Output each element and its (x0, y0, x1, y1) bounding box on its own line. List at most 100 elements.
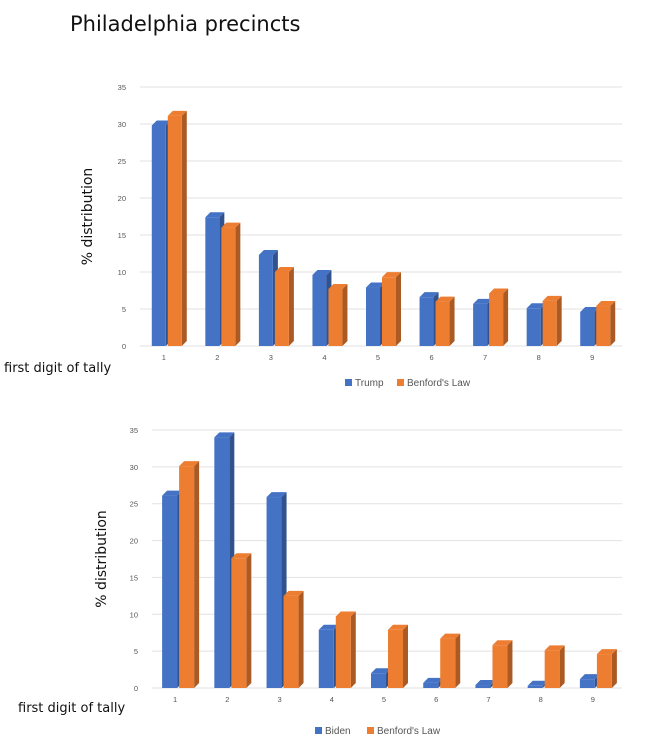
y-tick-label: 35 (118, 83, 126, 92)
bar-top (382, 272, 401, 278)
bar-front (419, 297, 434, 346)
benford-bar (274, 267, 294, 346)
bar-front (371, 673, 386, 688)
legend-item: Trump (345, 378, 384, 389)
y-tick-label: 30 (130, 463, 138, 472)
benford-bar (440, 633, 461, 688)
benford-bar (221, 222, 241, 346)
bar-front (544, 650, 560, 688)
y-tick-label: 10 (118, 268, 126, 277)
bar-side (194, 461, 200, 688)
benford-bar (179, 461, 200, 688)
trump-chart: 0 5 10 15 20 25 30 35 1 2 3 4 5 6 7 8 9 % distribution fir… (4, 83, 622, 389)
bar-front (423, 682, 439, 688)
bar-top (179, 461, 200, 467)
bar-top (596, 301, 616, 307)
bar-top (312, 269, 332, 275)
bar-side (611, 649, 617, 688)
bar-front (388, 629, 403, 688)
bar-top (492, 640, 513, 646)
y-tick-label: 30 (118, 120, 126, 129)
bar-top (283, 590, 304, 596)
bar-front (596, 306, 611, 346)
bar-front (151, 125, 166, 346)
bar-top (151, 120, 171, 126)
x-tick-label: 7 (486, 695, 490, 704)
bar-side (610, 301, 616, 346)
bar-front (366, 287, 380, 346)
legend-label: Trump (355, 378, 384, 389)
y-axis-label: % distribution (80, 168, 96, 266)
y-tick-label: 0 (134, 684, 138, 693)
bar-front (231, 558, 247, 688)
bar-top (526, 303, 546, 309)
bar-front (492, 645, 508, 688)
bar-front (258, 254, 273, 346)
bar-top (489, 288, 509, 294)
bar-side (503, 288, 509, 346)
bar-front (167, 115, 182, 346)
x-tick-label: 3 (269, 353, 273, 362)
bar-front (283, 595, 299, 688)
bar-front (266, 497, 282, 688)
bar-front (440, 638, 456, 688)
legend-swatch (315, 727, 322, 734)
benford-bar (167, 110, 187, 346)
y-tick-label: 20 (118, 194, 126, 203)
y-tick-label: 35 (130, 426, 138, 435)
benford-bar (435, 296, 455, 346)
bar-front (335, 616, 351, 688)
x-tick-label: 5 (382, 695, 386, 704)
bar-front (205, 217, 220, 346)
benford-bar (489, 288, 509, 346)
x-tick-label: 9 (591, 695, 595, 704)
bar-top (388, 624, 408, 630)
x-tick-label: 8 (539, 695, 543, 704)
bar-top (419, 292, 439, 298)
x-tick-label: 1 (173, 695, 177, 704)
x-tick-label: 3 (277, 695, 281, 704)
bar-front (527, 685, 543, 688)
x-tick-label: 2 (225, 695, 229, 704)
bar-side (181, 110, 187, 346)
legend-item: Benford's Law (397, 378, 471, 389)
bar-front (489, 293, 504, 346)
bar-side (235, 222, 241, 346)
y-axis-label: % distribution (94, 510, 110, 608)
bar-top (328, 284, 348, 290)
legend-label: Benford's Law (407, 378, 471, 389)
y-tick-label: 5 (122, 305, 126, 314)
bar-top (205, 212, 225, 218)
bar-side (396, 272, 401, 346)
x-tick-label: 8 (537, 353, 541, 362)
benford-bar (544, 645, 565, 688)
benford-bar (388, 624, 408, 688)
bar-top (580, 306, 600, 312)
bar-front (542, 300, 557, 346)
legend-swatch (345, 379, 352, 386)
bar-front (475, 685, 491, 688)
benford-bar (231, 553, 252, 688)
bar-front (435, 301, 450, 346)
bar-side (246, 553, 252, 688)
bar-front (526, 308, 541, 346)
x-tick-label: 9 (590, 353, 594, 362)
bar-side (298, 590, 304, 688)
bar-front (274, 272, 289, 346)
bar-front (162, 495, 178, 688)
bar-front (579, 679, 595, 688)
bar-front (473, 303, 488, 346)
y-tick-label: 25 (118, 157, 126, 166)
legend-label: Biden (325, 726, 351, 737)
bar-front (312, 274, 327, 346)
legend-item: Biden (315, 726, 351, 737)
bar-side (449, 296, 455, 346)
legend-swatch (397, 379, 404, 386)
page-title: Philadelphia precincts (70, 12, 301, 36)
bar-top (475, 680, 496, 686)
x-tick-label: 5 (376, 353, 380, 362)
y-tick-label: 5 (134, 647, 138, 656)
benford-bar (596, 301, 616, 346)
bar-top (579, 674, 600, 680)
legend-item: Benford's Law (367, 726, 441, 737)
